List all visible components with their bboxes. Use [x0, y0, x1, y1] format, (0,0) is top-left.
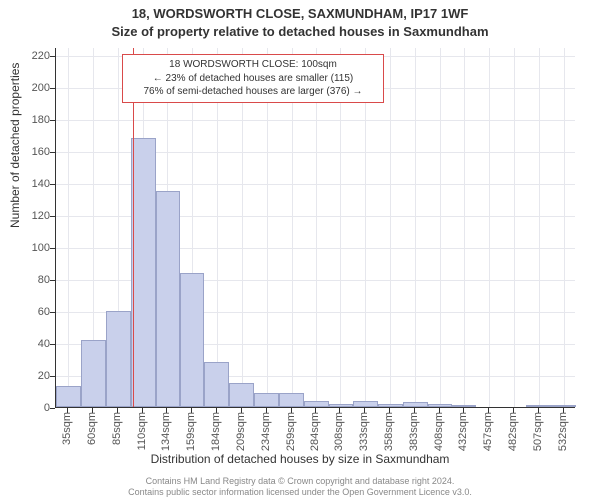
histogram-bar [304, 401, 329, 407]
footer-attribution: Contains HM Land Registry data © Crown c… [0, 476, 600, 498]
ytick-mark [50, 376, 55, 377]
footer-line1: Contains HM Land Registry data © Crown c… [0, 476, 600, 487]
histogram-bar [403, 402, 428, 407]
annotation-line3: 76% of semi-detached houses are larger (… [129, 85, 377, 99]
xtick-label: 383sqm [408, 412, 420, 451]
xtick-label: 234sqm [260, 412, 272, 451]
ytick-mark [50, 408, 55, 409]
histogram-bar [353, 401, 378, 407]
ytick-mark [50, 120, 55, 121]
xtick-label: 358sqm [383, 412, 395, 451]
histogram-bar [279, 393, 304, 407]
histogram-bar [254, 393, 279, 407]
annotation-line2: ← 23% of detached houses are smaller (11… [129, 72, 377, 86]
ytick-label: 220 [10, 50, 50, 62]
histogram-bar [106, 311, 131, 407]
ytick-label: 200 [10, 82, 50, 94]
ytick-mark [50, 344, 55, 345]
gridline-v [390, 48, 391, 407]
histogram-bar [156, 191, 180, 407]
histogram-bar [452, 405, 476, 407]
xtick-label: 159sqm [185, 412, 197, 451]
xtick-label: 457sqm [482, 412, 494, 451]
ytick-label: 40 [10, 338, 50, 350]
histogram-bar [551, 405, 576, 407]
ytick-mark [50, 56, 55, 57]
x-axis-label: Distribution of detached houses by size … [0, 452, 600, 466]
ytick-mark [50, 280, 55, 281]
xtick-label: 432sqm [457, 412, 469, 451]
histogram-bar [229, 383, 254, 407]
xtick-label: 507sqm [532, 412, 544, 451]
ytick-label: 160 [10, 146, 50, 158]
title-address: 18, WORDSWORTH CLOSE, SAXMUNDHAM, IP17 1… [0, 6, 600, 21]
gridline-v [440, 48, 441, 407]
xtick-label: 259sqm [285, 412, 297, 451]
xtick-label: 60sqm [86, 412, 98, 445]
annotation-box: 18 WORDSWORTH CLOSE: 100sqm ← 23% of det… [122, 54, 384, 103]
xtick-label: 184sqm [210, 412, 222, 451]
xtick-label: 482sqm [507, 412, 519, 451]
xtick-label: 532sqm [557, 412, 569, 451]
ytick-label: 140 [10, 178, 50, 190]
gridline-v [489, 48, 490, 407]
gridline-v [68, 48, 69, 407]
histogram-bar [81, 340, 106, 407]
histogram-bar [56, 386, 81, 407]
xtick-label: 35sqm [61, 412, 73, 445]
ytick-label: 0 [10, 402, 50, 414]
xtick-label: 308sqm [333, 412, 345, 451]
footer-line2: Contains public sector information licen… [0, 487, 600, 498]
plot-area: 18 WORDSWORTH CLOSE: 100sqm ← 23% of det… [55, 48, 575, 408]
gridline-v [514, 48, 515, 407]
chart-container: { "title": { "line1": "18, WORDSWORTH CL… [0, 0, 600, 500]
xtick-label: 408sqm [433, 412, 445, 451]
histogram-bar [526, 405, 551, 407]
ytick-mark [50, 312, 55, 313]
ytick-mark [50, 152, 55, 153]
histogram-bar [204, 362, 229, 407]
ytick-mark [50, 88, 55, 89]
histogram-bar [180, 273, 205, 407]
annotation-line1: 18 WORDSWORTH CLOSE: 100sqm [129, 58, 377, 72]
gridline-v [539, 48, 540, 407]
histogram-bar [428, 404, 453, 407]
gridline-v [564, 48, 565, 407]
xtick-label: 209sqm [235, 412, 247, 451]
ytick-mark [50, 216, 55, 217]
ytick-mark [50, 184, 55, 185]
ytick-label: 100 [10, 242, 50, 254]
xtick-label: 85sqm [111, 412, 123, 445]
xtick-label: 284sqm [309, 412, 321, 451]
xtick-label: 134sqm [160, 412, 172, 451]
ytick-label: 80 [10, 274, 50, 286]
xtick-label: 110sqm [136, 412, 148, 450]
histogram-bar [329, 404, 353, 407]
gridline-v [464, 48, 465, 407]
gridline-v [415, 48, 416, 407]
title-subtitle: Size of property relative to detached ho… [0, 24, 600, 39]
xtick-label: 333sqm [358, 412, 370, 451]
ytick-mark [50, 248, 55, 249]
ytick-label: 20 [10, 370, 50, 382]
histogram-bar [378, 404, 403, 407]
ytick-label: 180 [10, 114, 50, 126]
ytick-label: 120 [10, 210, 50, 222]
histogram-bar [131, 138, 156, 407]
ytick-label: 60 [10, 306, 50, 318]
